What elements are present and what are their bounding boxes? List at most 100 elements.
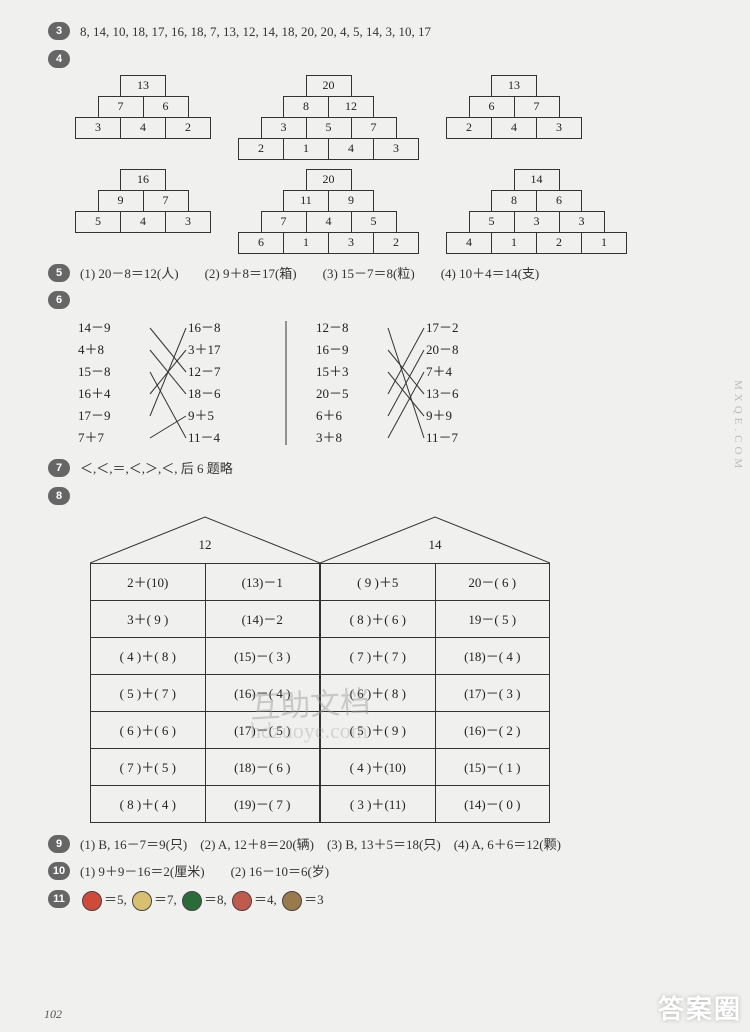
q3-text: 8, 14, 10, 18, 17, 16, 18, 7, 13, 12, 14…	[80, 22, 718, 42]
pyramid-cell: 3	[373, 138, 419, 160]
pyramid-cell: 1	[283, 138, 329, 160]
match-item: 20－5	[316, 383, 386, 405]
pyramid-cell: 4	[306, 211, 352, 233]
pyramid-cell: 3	[536, 117, 582, 139]
house-cell: (18)－( 4 )	[435, 637, 550, 674]
match-item: 9＋9	[426, 405, 494, 427]
bullet-7: 7	[48, 459, 70, 477]
match-item: 17－9	[78, 405, 148, 427]
matching-exercise: 14－94＋815－816＋417－97＋7 16－83＋1712－718－69…	[78, 317, 718, 449]
house-tables: 12 2＋(10)(13)－13＋( 9 )(14)－2( 4 )＋( 8 )(1…	[90, 513, 718, 823]
pyramid-cell: 6	[238, 232, 284, 254]
house-cell: ( 4 )＋( 8 )	[91, 637, 206, 674]
match-item: 7＋4	[426, 361, 494, 383]
match-item: 3＋17	[188, 339, 256, 361]
match-item: 12－8	[316, 317, 386, 339]
match-item: 15－8	[78, 361, 148, 383]
watermark-side: MXQE.COM	[732, 380, 744, 472]
house-cell: 20－( 6 )	[435, 563, 550, 600]
bullet-6: 6	[48, 291, 70, 309]
match-item: 3＋8	[316, 427, 386, 449]
pyramid-cell: 20	[306, 169, 352, 191]
match-item: 13－6	[426, 383, 494, 405]
house-cell: (16)－( 2 )	[435, 711, 550, 748]
pyramid-cell: 8	[491, 190, 537, 212]
house-table: ( 9 )＋520－( 6 )( 8 )＋( 6 )19－( 5 )( 7 )＋…	[320, 563, 550, 823]
match-item: 20－8	[426, 339, 494, 361]
pyramid-cell: 14	[514, 169, 560, 191]
house-cell: (16)－( 4 )	[205, 674, 320, 711]
question-4: 4	[48, 50, 718, 68]
question-8: 8	[48, 487, 718, 505]
pyramid-cell: 4	[120, 211, 166, 233]
pyramid-cell: 12	[328, 96, 374, 118]
pyramid-cell: 2	[446, 117, 492, 139]
q11-text: ＝5, ＝7, ＝8, ＝4, ＝3	[80, 890, 718, 911]
fruit-value: ＝8,	[204, 892, 230, 907]
pyramid-cell: 4	[491, 117, 537, 139]
watermark-corner: 答案圈	[658, 989, 742, 1026]
pyramid-cell: 9	[98, 190, 144, 212]
house-cell: (17)－( 5 )	[205, 711, 320, 748]
q7-text: ＜,＜,＝,＜,＞,＜, 后 6 题略	[80, 459, 718, 479]
house-cell: ( 7 )＋( 7 )	[321, 637, 436, 674]
house-cell: (14)－( 0 )	[435, 785, 550, 822]
house-cell: (14)－2	[205, 600, 320, 637]
pyramid-cell: 6	[143, 96, 189, 118]
house-table: 2＋(10)(13)－13＋( 9 )(14)－2( 4 )＋( 8 )(15)…	[90, 563, 320, 823]
house-cell: (17)－( 3 )	[435, 674, 550, 711]
pyramids-row-2: 169754320119745613214865334121	[76, 170, 718, 254]
match-right-colA: 12－816－915＋320－56＋63＋8	[316, 317, 386, 449]
pyramid-cell: 9	[328, 190, 374, 212]
house-cell: 19－( 5 )	[435, 600, 550, 637]
question-5: 5 (1) 20－8＝12(人) (2) 9＋8＝17(箱) (3) 15－7＝…	[48, 264, 718, 284]
pyramid-cell: 13	[491, 75, 537, 97]
bullet-3: 3	[48, 22, 70, 40]
pyramid-cell: 16	[120, 169, 166, 191]
house-cell: ( 5 )＋( 7 )	[91, 674, 206, 711]
match-left-colB: 16－83＋1712－718－69＋511－4	[188, 317, 256, 449]
house-cell: ( 3 )＋(11)	[321, 785, 436, 822]
q5-text: (1) 20－8＝12(人) (2) 9＋8＝17(箱) (3) 15－7＝8(…	[80, 264, 718, 284]
match-item: 6＋6	[316, 405, 386, 427]
house-cell: (15)－( 3 )	[205, 637, 320, 674]
match-item: 16－9	[316, 339, 386, 361]
question-10: 10 (1) 9＋9－16＝2(厘米) (2) 16－10＝6(岁)	[48, 862, 718, 882]
house-label: 12	[90, 537, 320, 553]
match-right-lines	[386, 317, 426, 449]
fruit-value: ＝4,	[254, 892, 280, 907]
house-cell: (18)－( 6 )	[205, 748, 320, 785]
pyramid-cell: 5	[306, 117, 352, 139]
pyramid-cell: 3	[514, 211, 560, 233]
pyramid-cell: 1	[283, 232, 329, 254]
match-left-colA: 14－94＋815－816＋417－97＋7	[78, 317, 148, 449]
house-cell: ( 6 )＋( 8 )	[321, 674, 436, 711]
pyramid-cell: 2	[373, 232, 419, 254]
house-cell: (19)－( 7 )	[205, 785, 320, 822]
question-9: 9 (1) B, 16－7＝9(只) (2) A, 12＋8＝20(辆) (3)…	[48, 835, 718, 855]
pyramid-cell: 7	[351, 117, 397, 139]
fruit-icon	[82, 891, 102, 911]
pyramid-cell: 4	[120, 117, 166, 139]
pyramid-cell: 3	[75, 117, 121, 139]
bullet-10: 10	[48, 862, 70, 880]
match-right-colB: 17－220－87＋413－69＋911－7	[426, 317, 494, 449]
page-number: 102	[44, 1007, 62, 1022]
house: 12 2＋(10)(13)－13＋( 9 )(14)－2( 4 )＋( 8 )(1…	[90, 513, 320, 823]
match-item: 11－4	[188, 427, 256, 449]
bullet-5: 5	[48, 264, 70, 282]
pyramid-cell: 5	[469, 211, 515, 233]
fruit-icon	[132, 891, 152, 911]
pyramid-cell: 6	[536, 190, 582, 212]
house-cell: ( 9 )＋5	[321, 563, 436, 600]
fruit-value: ＝5,	[104, 892, 130, 907]
match-item: 17－2	[426, 317, 494, 339]
fruit-value: ＝3	[304, 892, 324, 907]
pyramid-cell: 1	[491, 232, 537, 254]
house-cell: ( 6 )＋( 6 )	[91, 711, 206, 748]
match-item: 16－8	[188, 317, 256, 339]
pyramids-row-1: 13763422081235721431367243	[76, 76, 718, 160]
pyramid: 1376342	[76, 76, 211, 160]
pyramid-cell: 3	[559, 211, 605, 233]
house-cell: ( 7 )＋( 5 )	[91, 748, 206, 785]
